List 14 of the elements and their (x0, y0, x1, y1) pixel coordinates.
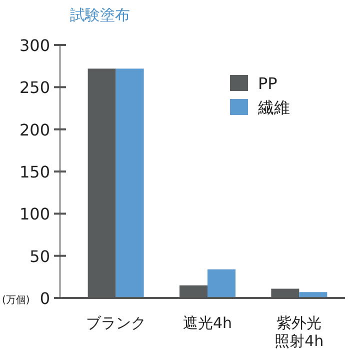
title: 試験塗布 (70, 6, 130, 24)
y-tick-label: 250 (19, 78, 50, 98)
y-tick-label: 300 (19, 36, 50, 55)
y-tick-label: 0 (40, 289, 50, 308)
x-tick-label: 紫外光照射4h (274, 314, 324, 350)
legend-label: 繊維 (257, 98, 290, 117)
y-tick-label: 100 (19, 204, 50, 224)
y-tick-label: 150 (19, 162, 50, 182)
ylabel: (万個) (2, 295, 30, 306)
legend-label: PP (258, 74, 278, 93)
x-tick-label: ブランク (86, 314, 146, 332)
x-tick-label: 遮光4h (182, 314, 232, 332)
y-tick-label: 50 (30, 246, 50, 266)
y-tick-label: 200 (19, 120, 50, 140)
